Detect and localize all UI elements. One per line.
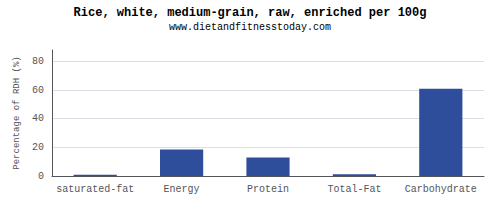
svg-text:20: 20 [32,142,44,153]
svg-text:80: 80 [32,56,44,67]
svg-text:saturated-fat: saturated-fat [56,184,134,195]
svg-text:Protein: Protein [247,184,289,195]
svg-text:Carbohydrate: Carbohydrate [405,184,477,195]
svg-text:0: 0 [38,171,44,182]
svg-text:60: 60 [32,85,44,96]
svg-text:Percentage of RDH (%): Percentage of RDH (%) [12,56,22,169]
svg-text:Total-Fat: Total-Fat [327,184,381,195]
svg-text:www.dietandfitnesstoday.com: www.dietandfitnesstoday.com [169,22,331,33]
svg-text:Energy: Energy [164,184,200,195]
svg-text:40: 40 [32,113,44,124]
svg-text:Rice, white, medium-grain, raw: Rice, white, medium-grain, raw, enriched… [74,6,427,20]
